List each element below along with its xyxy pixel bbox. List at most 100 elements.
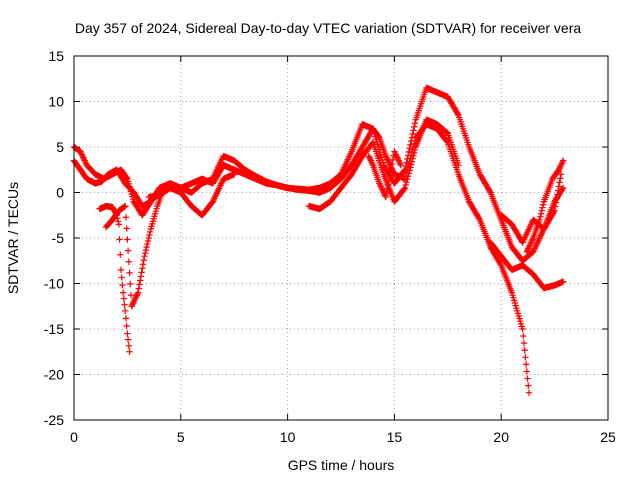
data-point: [475, 215, 483, 222]
data-point: [555, 183, 563, 190]
data-point: [124, 247, 132, 254]
data-point: [443, 138, 451, 145]
data-point: [521, 347, 528, 354]
data-point: [378, 184, 385, 192]
data-point: [525, 382, 532, 389]
data-point: [132, 293, 140, 301]
data-point: [519, 325, 526, 333]
data-point: [125, 342, 133, 349]
series-sat-f: [305, 116, 462, 213]
x-axis-title: GPS time / hours: [288, 457, 395, 473]
data-point: [366, 154, 373, 161]
data-point: [376, 180, 383, 187]
data-point: [129, 301, 136, 308]
data-point: [407, 161, 415, 168]
data-point: [529, 236, 536, 243]
data-point: [557, 175, 564, 182]
data-point: [525, 245, 532, 252]
data-point: [553, 195, 560, 202]
data-point: [406, 167, 413, 174]
data-point: [443, 129, 451, 136]
data-point: [407, 164, 414, 171]
data-point: [497, 260, 504, 268]
data-point: [555, 166, 563, 173]
x-tick-label: 10: [280, 429, 296, 445]
data-point: [128, 303, 135, 310]
data-point: [382, 193, 390, 201]
series-sat-j: [523, 157, 567, 255]
y-tick-label: -5: [52, 230, 65, 246]
data-point: [81, 157, 88, 164]
data-point: [411, 149, 418, 157]
data-point: [126, 269, 133, 277]
data-point: [127, 280, 134, 288]
data-point: [443, 128, 450, 136]
y-tick-label: 0: [56, 185, 64, 201]
data-point: [126, 348, 133, 355]
data-point: [129, 300, 137, 307]
x-tick-label: 15: [387, 429, 403, 445]
data-point: [388, 164, 395, 172]
x-tick-label: 25: [600, 429, 616, 445]
data-point: [411, 123, 418, 131]
data-point: [411, 146, 419, 154]
data-point: [136, 281, 143, 288]
data-point: [410, 127, 417, 134]
data-point: [537, 210, 545, 217]
series-sat-e: [145, 171, 238, 219]
data-point: [404, 152, 412, 159]
data-point: [123, 322, 130, 330]
data-point: [379, 186, 386, 193]
data-point: [527, 240, 534, 248]
data-point: [528, 237, 536, 245]
data-point: [394, 155, 402, 163]
data-point: [122, 214, 130, 221]
data-point: [536, 216, 543, 223]
data-point: [144, 237, 152, 245]
data-point: [538, 207, 545, 214]
plot-frame: [73, 55, 609, 421]
data-point: [139, 261, 147, 268]
data-point: [80, 154, 87, 161]
data-point: [119, 289, 127, 296]
data-point: [559, 157, 567, 164]
data-point: [395, 157, 402, 164]
data-point: [132, 295, 139, 302]
series-sat-c: [96, 202, 133, 355]
data-point: [523, 248, 531, 255]
data-point: [122, 307, 129, 314]
data-point: [387, 169, 394, 176]
y-axis-title: SDTVAR / TECUs: [5, 182, 21, 294]
data-point: [411, 120, 419, 127]
series-sat-h: [498, 171, 565, 246]
data-point: [116, 236, 123, 243]
data-point: [146, 228, 154, 236]
data-point: [78, 151, 86, 158]
data-point: [408, 158, 416, 165]
y-tick-label: -20: [44, 367, 64, 383]
y-tick-label: -15: [44, 321, 64, 337]
data-point: [406, 145, 413, 152]
grid-layer: [74, 56, 608, 420]
data-point: [454, 110, 461, 118]
data-point: [139, 265, 146, 272]
data-point: [141, 253, 148, 260]
data-point: [131, 296, 138, 304]
data-point: [407, 137, 415, 145]
data-point: [379, 187, 387, 195]
data-point: [393, 152, 400, 160]
data-point: [551, 207, 558, 214]
data-point: [402, 181, 410, 189]
data-point: [117, 251, 124, 258]
data-point: [523, 368, 531, 375]
data-point: [377, 183, 385, 190]
data-point: [369, 160, 376, 167]
data-point: [403, 178, 410, 186]
data-point: [125, 258, 133, 265]
data-point: [525, 243, 533, 251]
data-point: [559, 278, 567, 285]
data-point: [396, 160, 404, 167]
data-point: [404, 155, 411, 163]
data-point: [77, 149, 85, 157]
